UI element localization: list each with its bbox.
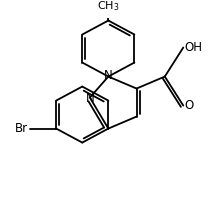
Text: OH: OH bbox=[184, 41, 202, 54]
Text: N: N bbox=[104, 69, 113, 82]
Text: N: N bbox=[86, 92, 94, 105]
Text: CH$_3$: CH$_3$ bbox=[97, 0, 120, 13]
Text: O: O bbox=[184, 99, 194, 112]
Text: Br: Br bbox=[15, 122, 28, 135]
